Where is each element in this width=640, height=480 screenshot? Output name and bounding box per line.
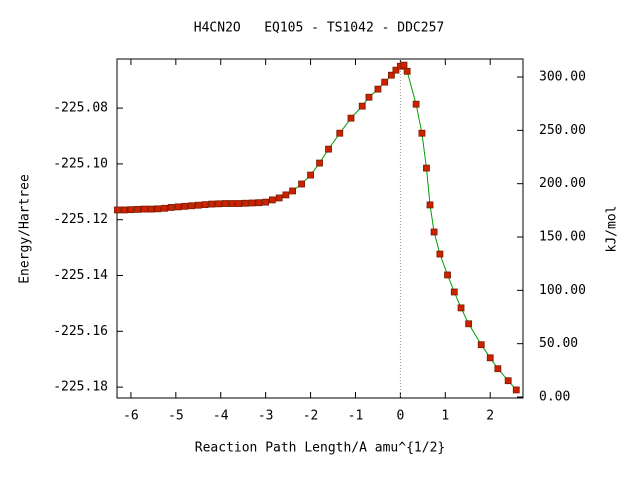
data-point xyxy=(235,200,243,207)
data-point xyxy=(316,159,323,167)
data-point xyxy=(426,201,434,209)
data-point xyxy=(392,66,400,74)
data-point xyxy=(444,271,451,279)
data-point xyxy=(228,200,236,207)
x-tick-label: -4 xyxy=(213,409,229,424)
y2-tick-label: 50.00 xyxy=(539,336,578,351)
x-tick-label: -6 xyxy=(123,409,139,424)
y2-tick-label: 250.00 xyxy=(539,123,586,138)
data-point xyxy=(412,100,420,108)
y-tick-label: -225.08 xyxy=(53,101,108,116)
data-point xyxy=(336,129,344,137)
data-point xyxy=(255,199,263,207)
x-tick-label: -5 xyxy=(168,409,184,424)
data-point xyxy=(298,180,305,188)
data-point xyxy=(374,85,382,93)
data-point xyxy=(114,206,121,214)
data-point xyxy=(275,194,283,202)
data-point xyxy=(504,377,512,385)
data-point xyxy=(430,228,438,236)
data-point xyxy=(423,164,430,172)
data-point xyxy=(147,205,155,213)
y2-tick-label: 100.00 xyxy=(539,283,586,298)
data-point xyxy=(174,203,182,211)
data-point xyxy=(167,204,175,211)
data-point xyxy=(477,341,485,349)
data-point xyxy=(436,250,444,258)
data-point xyxy=(388,71,395,79)
data-point xyxy=(418,129,426,137)
data-point xyxy=(365,93,373,101)
x-tick-label: -1 xyxy=(348,409,364,424)
y-tick-label: -225.14 xyxy=(53,268,108,283)
x-tick-label: 2 xyxy=(486,409,494,424)
data-point xyxy=(127,206,135,214)
data-point xyxy=(194,201,202,209)
x-tick-label: -2 xyxy=(303,409,319,424)
chart-title: H4CN2O EQ105 - TS1042 - DDC257 xyxy=(194,21,444,36)
y2-tick-label: 150.00 xyxy=(539,230,586,245)
y-axis-label: Energy/Hartree xyxy=(18,174,33,284)
y2-axis-label: kJ/mol xyxy=(605,206,620,253)
data-point xyxy=(154,205,162,213)
y2-tick-label: 0.00 xyxy=(539,389,570,404)
data-point xyxy=(486,354,494,362)
y2-tick-label: 300.00 xyxy=(539,70,586,85)
data-point xyxy=(242,199,249,207)
x-tick-label: 1 xyxy=(441,409,449,424)
data-point xyxy=(450,288,458,296)
plot-frame xyxy=(116,58,524,399)
data-point xyxy=(400,61,408,69)
data-point xyxy=(381,78,389,86)
x-tick-label: 0 xyxy=(396,409,404,424)
data-point xyxy=(465,320,473,328)
y-tick-label: -225.16 xyxy=(53,324,108,339)
data-point xyxy=(120,206,128,214)
data-point xyxy=(215,200,222,208)
data-point xyxy=(403,67,411,75)
data-point xyxy=(512,386,520,394)
data-point xyxy=(248,199,256,207)
data-point xyxy=(268,196,276,204)
data-point xyxy=(134,205,142,213)
x-axis-label: Reaction Path Length/A amu^{1/2} xyxy=(195,441,445,456)
y-tick-label: -225.18 xyxy=(53,380,108,395)
data-point xyxy=(181,202,189,210)
data-point xyxy=(494,365,502,373)
y-tick-label: -225.12 xyxy=(53,212,108,227)
data-point xyxy=(347,114,355,122)
data-point xyxy=(289,187,297,195)
data-point xyxy=(307,171,314,179)
data-point xyxy=(358,102,366,110)
data-point xyxy=(325,145,332,153)
data-point xyxy=(201,201,209,209)
x-tick-label: -3 xyxy=(258,409,274,424)
data-point xyxy=(161,204,169,212)
y-tick-label: -225.10 xyxy=(53,156,108,171)
data-point xyxy=(282,191,290,199)
y2-tick-label: 200.00 xyxy=(539,176,586,191)
data-point xyxy=(188,202,195,210)
data-point xyxy=(140,205,148,213)
data-point xyxy=(262,198,270,206)
data-point xyxy=(208,200,216,208)
data-point xyxy=(221,200,229,207)
data-point xyxy=(457,304,465,312)
